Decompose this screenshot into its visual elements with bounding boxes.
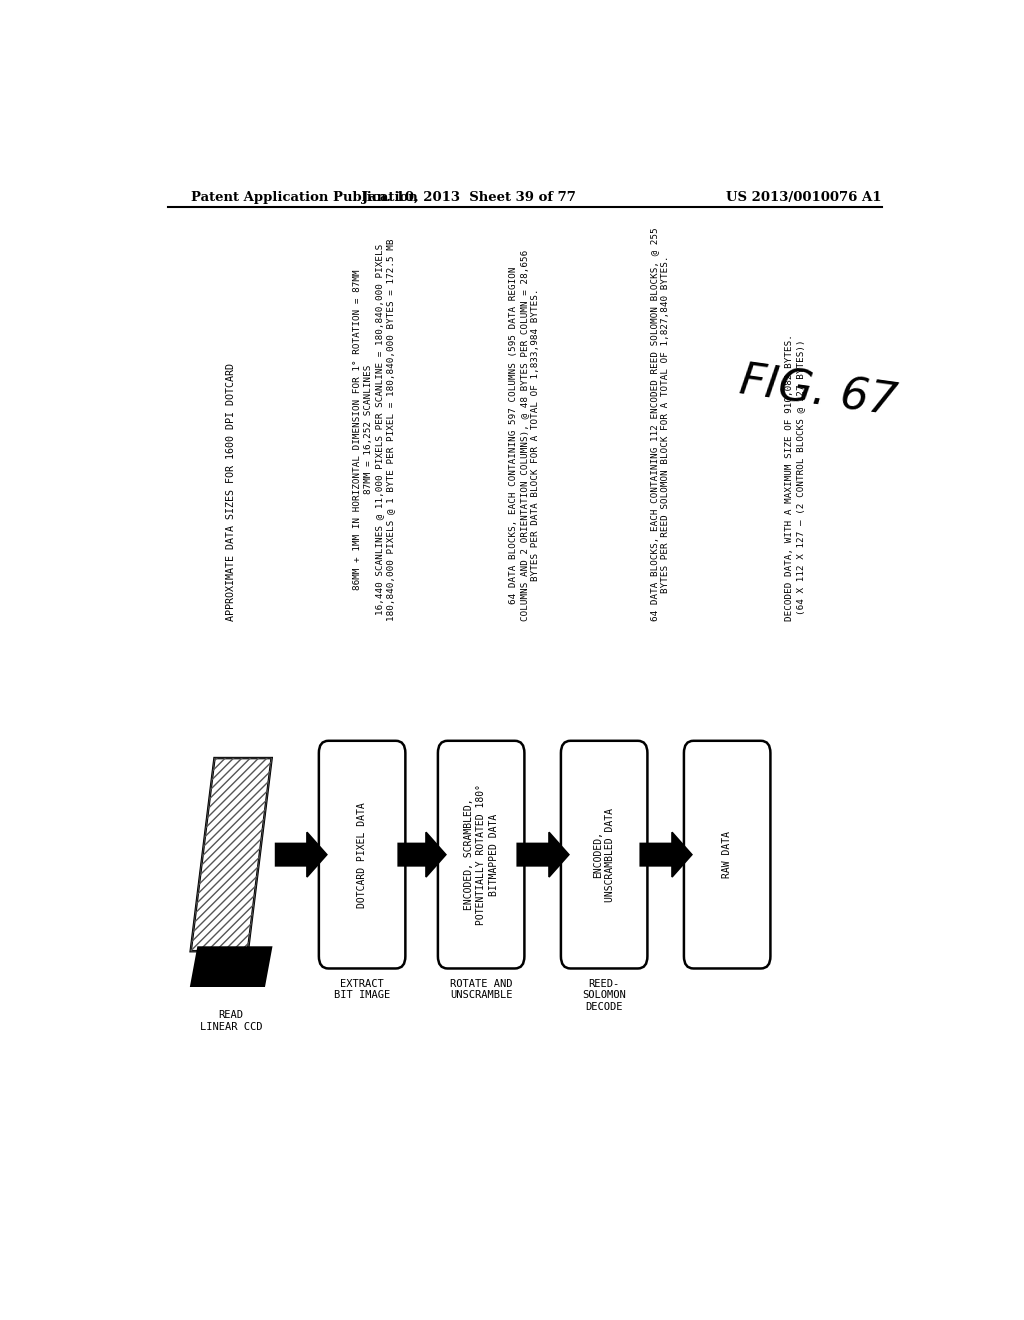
Text: Jan. 10, 2013  Sheet 39 of 77: Jan. 10, 2013 Sheet 39 of 77 <box>362 191 577 203</box>
Text: APPROXIMATE DATA SIZES FOR 1600 DPI DOTCARD: APPROXIMATE DATA SIZES FOR 1600 DPI DOTC… <box>226 363 237 620</box>
Text: FIG. 67: FIG. 67 <box>737 360 900 425</box>
Text: US 2013/0010076 A1: US 2013/0010076 A1 <box>726 191 882 203</box>
Text: 86MM + 1MM IN HORIZONTAL DIMENSION FOR 1° ROTATION = 87MM
87MM = 16,252 SCANLINE: 86MM + 1MM IN HORIZONTAL DIMENSION FOR 1… <box>353 239 395 620</box>
FancyBboxPatch shape <box>318 741 406 969</box>
Polygon shape <box>517 833 569 876</box>
Text: READ
LINEAR CCD: READ LINEAR CCD <box>200 1010 262 1032</box>
Polygon shape <box>190 758 271 952</box>
FancyBboxPatch shape <box>684 741 770 969</box>
Text: Patent Application Publication: Patent Application Publication <box>191 191 418 203</box>
Polygon shape <box>275 833 327 876</box>
Text: DOTCARD PIXEL DATA: DOTCARD PIXEL DATA <box>357 801 368 908</box>
FancyBboxPatch shape <box>438 741 524 969</box>
Polygon shape <box>640 833 692 876</box>
Text: ENCODED,
UNSCRAMBLED DATA: ENCODED, UNSCRAMBLED DATA <box>593 808 615 902</box>
Polygon shape <box>191 948 271 986</box>
Text: RAW DATA: RAW DATA <box>722 832 732 878</box>
Text: ROTATE AND
UNSCRAMBLE: ROTATE AND UNSCRAMBLE <box>450 978 512 1001</box>
Polygon shape <box>398 833 445 876</box>
FancyBboxPatch shape <box>561 741 647 969</box>
Text: DECODED DATA, WITH A MAXIMUM SIZE OF 910,082 BYTES.
(64 X 112 X 127 – (2 CONTROL: DECODED DATA, WITH A MAXIMUM SIZE OF 910… <box>784 334 805 620</box>
Text: 64 DATA BLOCKS, EACH CONTAINING 112 ENCODED REED SOLOMON BLOCKS, @ 255
BYTES PER: 64 DATA BLOCKS, EACH CONTAINING 112 ENCO… <box>649 227 670 620</box>
Text: REED-
SOLOMON
DECODE: REED- SOLOMON DECODE <box>583 978 626 1012</box>
Text: EXTRACT
BIT IMAGE: EXTRACT BIT IMAGE <box>334 978 390 1001</box>
Text: ENCODED, SCRAMBLED,
POTENTIALLY ROTATED 180°
BITMAPPED DATA: ENCODED, SCRAMBLED, POTENTIALLY ROTATED … <box>464 784 499 925</box>
Text: 64 DATA BLOCKS, EACH CONTAINING 597 COLUMNS (595 DATA REGION
COLUMNS AND 2 ORIEN: 64 DATA BLOCKS, EACH CONTAINING 597 COLU… <box>509 249 541 620</box>
